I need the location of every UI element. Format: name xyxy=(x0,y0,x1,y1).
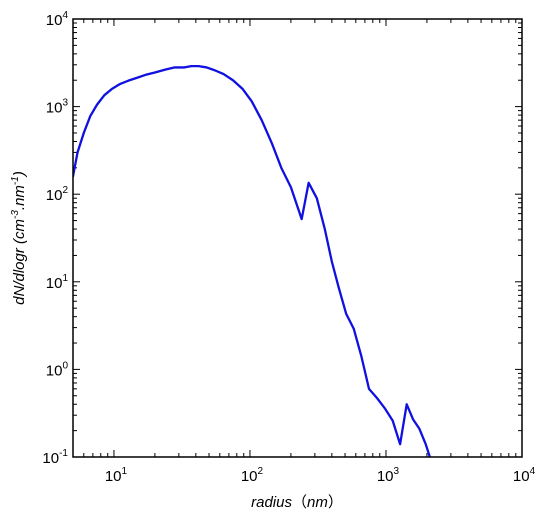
x-tick-label: 104 xyxy=(513,466,536,485)
x-axis-label: radius（nm） xyxy=(251,494,343,511)
tick-labels: 101 102 103 104 10-1 100 101 102 103 104 xyxy=(42,10,535,485)
y-tick-label: 100 xyxy=(46,360,69,379)
x-tick-label: 101 xyxy=(105,466,128,485)
y-axis-label: dN/dlogr (cm-3.nm-1) xyxy=(10,171,28,305)
y-tick-label: 104 xyxy=(46,10,69,29)
series-line xyxy=(73,64,432,457)
y-tick-label: 103 xyxy=(46,98,69,117)
x-tick-label: 103 xyxy=(377,466,400,485)
x-tick-label: 102 xyxy=(241,466,264,485)
y-tick-label: 101 xyxy=(46,273,69,292)
y-tick-label: 10-1 xyxy=(42,448,68,467)
axis-ticks xyxy=(72,18,523,458)
series-layer xyxy=(73,64,432,457)
y-tick-label: 102 xyxy=(46,185,69,204)
plot-frame xyxy=(72,18,523,458)
